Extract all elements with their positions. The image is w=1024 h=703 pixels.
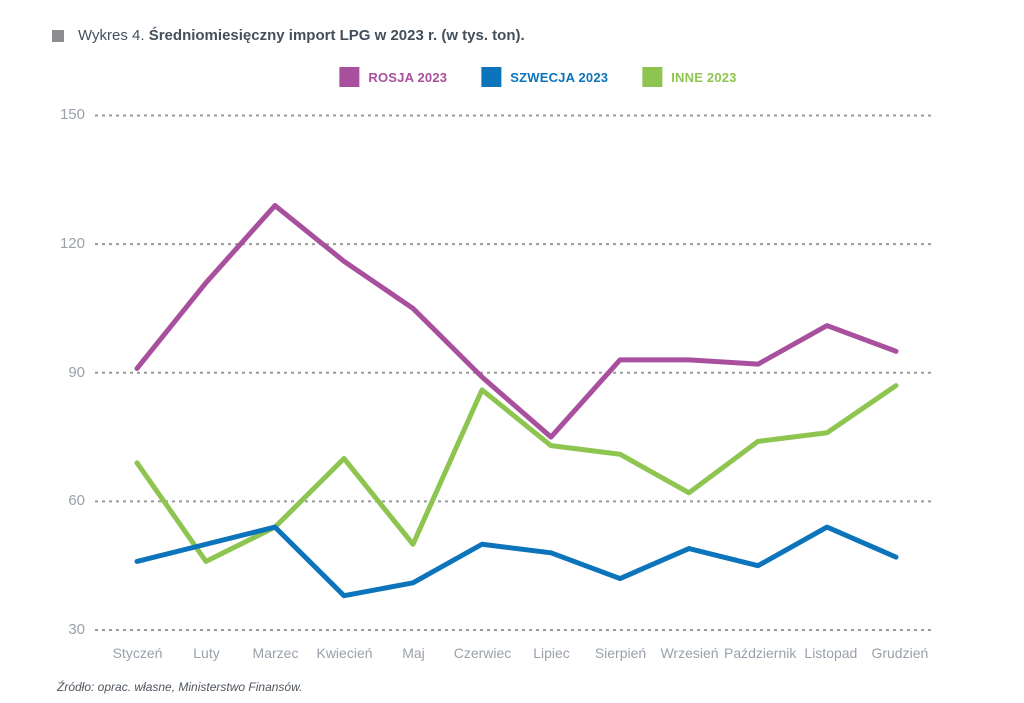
legend-label-inne: INNE 2023 — [671, 69, 737, 85]
x-tick-lipiec: Lipiec — [533, 645, 570, 661]
x-axis-labels: Styczeń Luty Marzec Kwiecień Maj Czerwie… — [103, 645, 931, 661]
chart-title-main: Średniomiesięczny import LPG w 2023 r. (… — [148, 27, 525, 44]
legend-label-szwecja: SZWECJA 2023 — [510, 69, 609, 85]
x-tick-maj: Maj — [402, 645, 425, 661]
legend-item-rosja: ROSJA 2023 — [339, 67, 447, 87]
chart-title-prefix: Wykres 4. — [78, 27, 149, 44]
x-tick-pazdziernik: Październik — [724, 645, 797, 661]
legend-item-inne: INNE 2023 — [642, 67, 736, 87]
series-line-rosja-2023 — [134, 203, 899, 440]
series-line-inne-2023 — [134, 383, 899, 564]
legend-label-rosja: ROSJA 2023 — [368, 69, 448, 85]
x-tick-sierpien: Sierpień — [594, 645, 647, 661]
x-tick-grudzien: Grudzień — [871, 645, 929, 661]
series-line-szwecja-2023 — [134, 524, 899, 599]
y-axis-tick-90: 90 — [68, 364, 85, 381]
source-note: Źródło: oprac. własne, Ministerstwo Fina… — [57, 680, 303, 694]
x-tick-luty: Luty — [193, 645, 220, 661]
y-axis-tick-60: 60 — [68, 492, 85, 509]
y-axis-tick-120: 120 — [59, 235, 85, 252]
x-tick-pazdziernik-prev: Wrzesień — [660, 645, 719, 661]
chart-title: Wykres 4. Średniomiesięczny import LPG w… — [78, 27, 525, 45]
legend-swatch-szwecja — [481, 67, 502, 87]
legend-swatch-inne — [642, 67, 663, 87]
chart-legend: ROSJA 2023 SZWECJA 2023 INNE 2023 — [339, 67, 736, 87]
x-tick-czerwiec: Czerwiec — [453, 645, 512, 661]
chart-title-row: Wykres 4. Średniomiesięczny import LPG w… — [52, 27, 525, 45]
x-tick-listopad: Listopad — [804, 645, 858, 661]
legend-swatch-rosja — [339, 67, 360, 87]
x-tick-styczen: Styczeń — [112, 645, 163, 661]
legend-item-szwecja: SZWECJA 2023 — [481, 67, 608, 87]
y-axis-tick-30: 30 — [68, 621, 85, 638]
y-axis-tick-150: 150 — [59, 106, 85, 123]
square-bullet-icon — [52, 30, 64, 42]
x-tick-kwiecien: Kwiecień — [316, 645, 373, 661]
x-tick-marzec: Marzec — [252, 645, 299, 661]
